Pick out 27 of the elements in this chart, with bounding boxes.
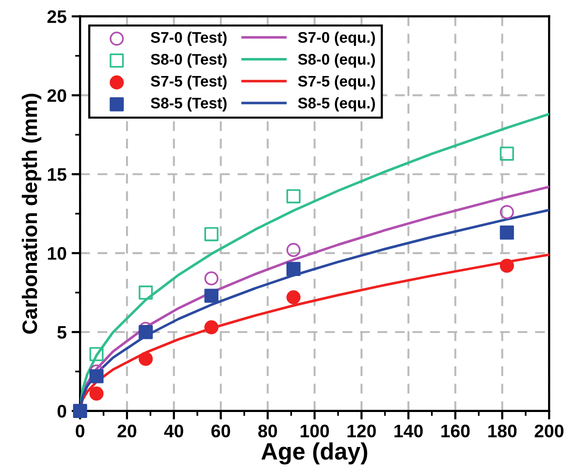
x-tick-label: 0 [76,424,84,438]
legend-label: S7-5 (Test) [150,75,227,90]
y-tick-label: 5 [57,326,66,339]
x-tick-label: 180 [488,424,517,438]
legend-label: S7-0 (equ.) [298,32,375,46]
legend-label: S7-0 (Test) [150,32,227,46]
legend-label: S8-0 (Test) [150,54,227,68]
y-tick-label: 25 [47,10,66,24]
x-tick-label: 20 [118,424,136,438]
y-tick-label: 0 [58,404,66,418]
x-tick-label: 200 [534,424,564,438]
x-tick-label: 140 [394,424,423,438]
x-tick-label: 120 [348,424,376,438]
y-tick-label: 15 [48,168,66,181]
x-tick-label: 160 [441,424,470,438]
y-tick-label: 10 [48,247,66,260]
x-tick-label: 100 [300,424,329,438]
x-tick-label: 60 [211,424,230,438]
y-axis-title: Carbonation depth (mm) [22,94,42,334]
legend-label: S8-5 (Test) [150,97,227,112]
y-tick-label: 20 [47,89,66,102]
legend-label: S8-0 (equ.) [298,54,375,68]
x-tick-label: 40 [164,424,184,438]
x-axis-title: Age (day) [261,442,368,464]
legend-label: S8-5 (equ.) [298,97,375,112]
x-tick-label: 80 [258,424,277,438]
legend-label: S7-5 (equ.) [298,75,375,90]
